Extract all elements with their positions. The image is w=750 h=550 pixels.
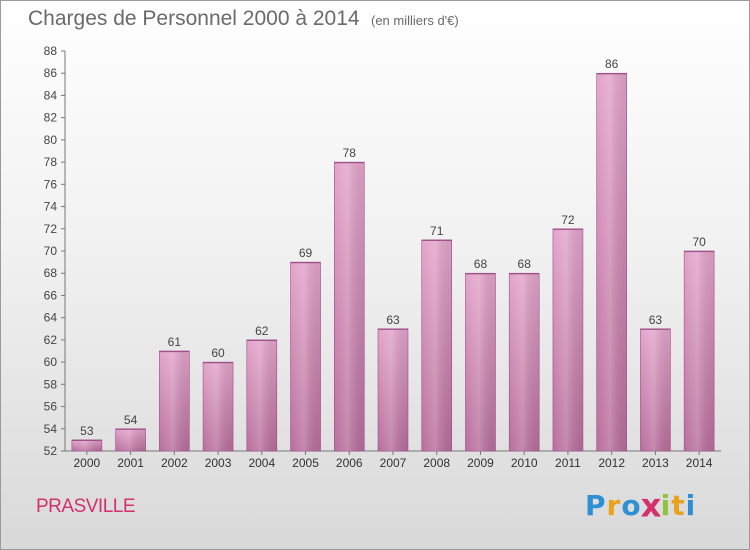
y-tick-label: 58 [44,377,58,391]
x-tick-label: 2014 [686,456,713,470]
logo-letter: x [640,486,663,525]
y-tick-label: 70 [44,244,58,258]
bar-value-label: 62 [255,324,269,338]
y-tick-label: 82 [44,111,58,125]
chart-bars [71,72,715,452]
bar-sheen [334,162,365,451]
y-tick-label: 64 [44,311,58,325]
chart-labels: 2000 53 2001 54 2002 61 2003 60 2004 62 2005 69 2006… [74,57,713,470]
bar-value-label: 70 [692,235,706,249]
bar-sheen [640,328,671,451]
y-tick-label: 68 [44,266,58,280]
logo-letter: r [606,489,622,522]
x-tick-label: 2005 [292,456,319,470]
logo-letter: i [660,489,672,522]
bar-sheen [684,251,715,451]
x-tick-label: 2013 [642,456,669,470]
y-tick-label: 54 [44,422,58,436]
bar-value-label: 68 [474,257,488,271]
x-tick-label: 2002 [161,456,188,470]
bar-sheen [378,328,408,451]
bar-value-label: 63 [649,313,663,327]
x-tick-label: 2000 [74,456,101,470]
bar-value-label: 54 [124,413,138,427]
bar-sheen [421,239,452,451]
proxiti-logo: Proxiti [585,486,697,525]
bar-sheen [203,362,234,451]
y-tick-label: 56 [44,400,58,414]
logo-letter: P [585,489,607,522]
bar-sheen [71,439,102,451]
logo-letter: i [685,489,697,522]
bar-value-label: 63 [386,313,400,327]
y-tick-label: 84 [44,88,58,102]
x-tick-label: 2007 [380,456,407,470]
bar-sheen [290,262,321,451]
chart-title: Charges de Personnel 2000 à 2014 [28,7,360,30]
bar-value-label: 71 [430,224,444,238]
x-tick-label: 2006 [336,456,363,470]
y-tick-label: 78 [44,155,58,169]
bar-sheen [552,228,583,451]
bar-sheen [115,428,146,451]
y-tick-label: 66 [44,288,58,302]
bar-sheen [509,273,540,451]
y-tick-label: 80 [44,133,58,147]
y-tick-label: 62 [44,333,58,347]
logo-letter: t [671,489,686,522]
logo-letter: o [621,489,642,522]
bar-sheen [465,273,496,451]
x-tick-label: 2009 [467,456,494,470]
town-name: PRASVILLE [36,496,136,517]
x-tick-label: 2004 [248,456,275,470]
x-tick-label: 2011 [555,456,581,470]
x-tick-label: 2010 [511,456,538,470]
bar-value-label: 69 [299,246,313,260]
x-tick-label: 2008 [423,456,450,470]
y-tick-label: 76 [44,177,58,191]
bar-value-label: 78 [343,146,357,160]
y-tick-label: 72 [44,222,58,236]
y-tick-label: 60 [44,355,58,369]
bar-sheen [596,73,627,451]
x-tick-label: 2001 [117,456,144,470]
bar-value-label: 60 [211,346,225,360]
bar-sheen [246,339,277,451]
bar-value-label: 86 [605,57,619,71]
bar-sheen [159,351,190,451]
bar-value-label: 61 [168,335,182,349]
y-tick-label: 52 [44,444,58,458]
y-tick-label: 74 [44,200,58,214]
bar-value-label: 53 [80,424,94,438]
bar-value-label: 68 [518,257,532,271]
bar-value-label: 72 [561,213,575,227]
chart-subtitle: (en milliers d'€) [371,13,459,28]
x-tick-label: 2003 [205,456,232,470]
y-tick-label: 88 [44,44,58,58]
x-tick-label: 2012 [598,456,625,470]
y-tick-label: 86 [44,66,58,80]
